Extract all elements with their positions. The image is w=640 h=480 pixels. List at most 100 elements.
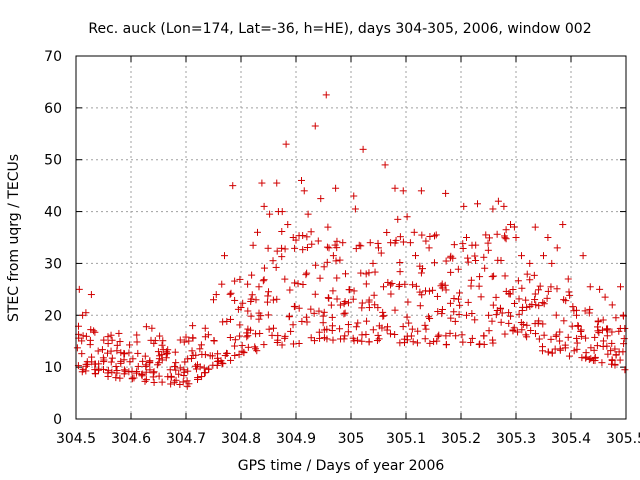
- data-point: [167, 380, 175, 388]
- data-point: [311, 122, 319, 130]
- data-point: [492, 293, 500, 301]
- data-point: [176, 364, 184, 372]
- data-point: [548, 259, 556, 267]
- data-point: [148, 324, 156, 332]
- data-point: [485, 311, 493, 319]
- data-point: [619, 348, 627, 356]
- data-point: [365, 304, 373, 312]
- data-point: [510, 324, 518, 332]
- data-point: [417, 187, 425, 195]
- data-point: [369, 326, 377, 334]
- data-point: [282, 140, 290, 148]
- data-point: [142, 362, 150, 370]
- data-point: [332, 184, 340, 192]
- data-point: [494, 197, 502, 205]
- data-point: [231, 296, 239, 304]
- data-point: [354, 336, 362, 344]
- data-point: [197, 341, 205, 349]
- data-point: [289, 321, 297, 329]
- data-point: [329, 336, 337, 344]
- data-point: [154, 361, 162, 369]
- data-point: [126, 358, 134, 366]
- data-point: [88, 353, 96, 361]
- data-point: [108, 368, 116, 376]
- data-point: [608, 301, 616, 309]
- data-point: [260, 264, 268, 272]
- data-point: [502, 235, 510, 243]
- data-point: [497, 318, 505, 326]
- data-point: [303, 233, 311, 241]
- data-point: [344, 328, 352, 336]
- data-point: [485, 234, 493, 242]
- data-point: [369, 259, 377, 267]
- y-tick-label: 60: [44, 101, 62, 117]
- data-point: [252, 296, 260, 304]
- data-point: [116, 374, 124, 382]
- data-point: [433, 337, 441, 345]
- data-point: [492, 311, 500, 319]
- data-point: [132, 369, 140, 377]
- data-point: [509, 285, 517, 293]
- data-point: [582, 334, 590, 342]
- data-point: [100, 356, 108, 364]
- data-point: [291, 244, 299, 252]
- data-point: [416, 288, 424, 296]
- data-point: [78, 368, 86, 376]
- data-point: [430, 259, 438, 267]
- data-point: [254, 228, 261, 236]
- data-point: [307, 334, 315, 342]
- data-point: [544, 287, 552, 295]
- data-point: [544, 234, 552, 241]
- data-point: [302, 271, 310, 279]
- data-point: [352, 323, 360, 331]
- data-point: [260, 202, 268, 210]
- data-point: [244, 332, 252, 340]
- data-point: [564, 333, 572, 341]
- data-point: [467, 339, 475, 347]
- data-point: [603, 325, 611, 333]
- data-point: [507, 312, 515, 320]
- data-point: [322, 91, 330, 99]
- data-point: [553, 285, 561, 293]
- data-point: [189, 322, 197, 330]
- y-tick-label: 10: [44, 360, 62, 376]
- data-point: [452, 332, 460, 340]
- data-point: [359, 145, 367, 153]
- data-point: [362, 280, 370, 288]
- data-point: [485, 327, 493, 335]
- data-point: [91, 328, 99, 336]
- x-tick-label: 304.7: [166, 431, 206, 447]
- data-point: [505, 290, 513, 298]
- data-point: [117, 359, 125, 367]
- data-point: [73, 344, 81, 352]
- data-point: [304, 210, 312, 218]
- data-point: [565, 288, 573, 296]
- data-point: [281, 332, 289, 340]
- data-point: [133, 338, 141, 346]
- data-point: [329, 252, 337, 260]
- data-point: [336, 301, 344, 309]
- data-point: [244, 280, 252, 288]
- x-tick-label: 304.9: [276, 431, 316, 447]
- data-point: [403, 213, 411, 221]
- data-points: [73, 91, 629, 390]
- data-point: [477, 293, 485, 301]
- data-point: [472, 257, 480, 265]
- data-point: [548, 349, 556, 357]
- data-point: [108, 354, 116, 362]
- data-point: [180, 366, 188, 374]
- data-point: [552, 331, 560, 339]
- data-point: [323, 325, 331, 333]
- data-point: [540, 252, 547, 260]
- data-point: [531, 223, 539, 231]
- data-point: [515, 310, 523, 318]
- data-point: [543, 294, 551, 302]
- data-point: [412, 252, 420, 260]
- data-point: [256, 329, 264, 337]
- data-point: [235, 351, 243, 359]
- data-point: [562, 297, 570, 305]
- data-point: [514, 328, 522, 336]
- data-point: [188, 355, 196, 363]
- data-point: [340, 310, 348, 318]
- data-point: [463, 234, 470, 241]
